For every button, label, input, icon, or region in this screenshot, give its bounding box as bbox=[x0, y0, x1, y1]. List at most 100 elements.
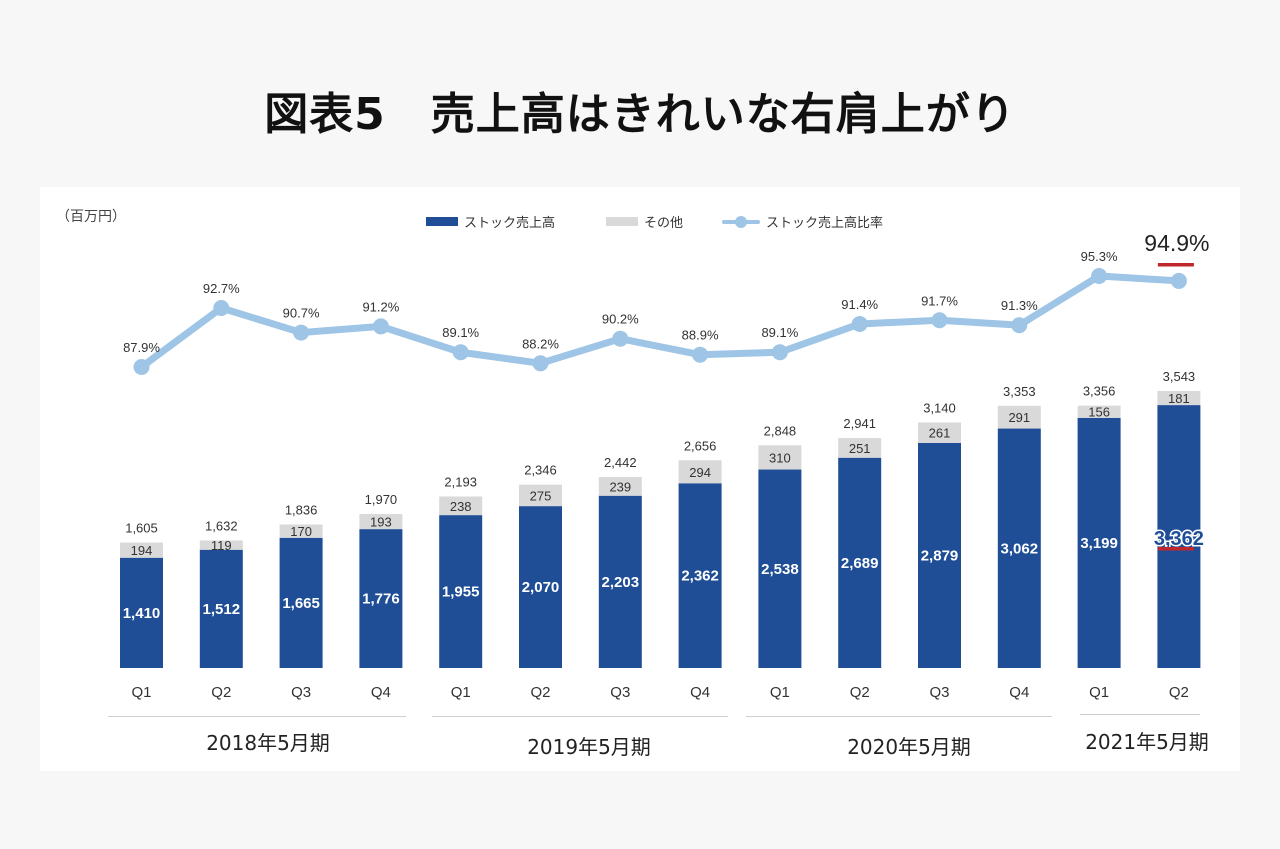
bar-other bbox=[758, 445, 802, 470]
ratio-label: 91.4% bbox=[841, 297, 878, 312]
stock-highlight-label: 3,362 bbox=[1154, 528, 1204, 550]
legend-swatch-other bbox=[606, 217, 638, 226]
bar-other bbox=[838, 438, 882, 458]
ratio-point bbox=[293, 324, 310, 341]
bar-value-label-stock: 2,070 bbox=[522, 579, 560, 596]
ratio-label: 90.2% bbox=[602, 312, 639, 327]
ratio-point bbox=[931, 312, 948, 329]
bar-value-label-other: 238 bbox=[450, 499, 472, 514]
x-tick-label: Q2 bbox=[211, 684, 231, 701]
bar-total-label: 3,140 bbox=[923, 400, 956, 415]
ratio-point bbox=[1091, 268, 1108, 284]
ratio-point bbox=[612, 330, 629, 347]
x-tick-label: Q1 bbox=[451, 684, 471, 701]
bar-total-label: 1,605 bbox=[125, 521, 158, 536]
bar-stock bbox=[199, 549, 243, 668]
legend: ストック売上高 その他 ストック売上高比率 bbox=[0, 212, 1280, 232]
bar-value-label-stock: 2,689 bbox=[841, 555, 879, 572]
fiscal-year-label: 2019年5月期 bbox=[527, 735, 651, 759]
x-tick-label: Q2 bbox=[530, 684, 550, 701]
bar-other bbox=[439, 496, 483, 516]
bar-other bbox=[997, 405, 1041, 429]
unit-label: （百万円） bbox=[56, 209, 126, 225]
ratio-label: 89.1% bbox=[761, 325, 798, 340]
bar-value-label-other: 194 bbox=[131, 543, 153, 558]
ratio-point bbox=[213, 299, 230, 316]
ratio-label: 88.9% bbox=[682, 328, 719, 343]
bar-value-label-other: 193 bbox=[370, 515, 392, 530]
fiscal-year-divider bbox=[432, 716, 728, 717]
legend-item-stock: ストック売上高 bbox=[426, 212, 555, 231]
x-tick-label: Q4 bbox=[1009, 684, 1029, 701]
ratio-label: 90.7% bbox=[283, 306, 320, 321]
legend-label-stock: ストック売上高 bbox=[464, 216, 556, 231]
bar-stock bbox=[279, 537, 323, 668]
x-tick-label: Q2 bbox=[850, 684, 870, 701]
bar-value-label-other: 261 bbox=[929, 426, 951, 441]
bar-other bbox=[359, 514, 403, 530]
bar-stock bbox=[1077, 417, 1121, 668]
ratio-label: 88.2% bbox=[522, 336, 559, 351]
bar-value-label-stock: 1,776 bbox=[362, 591, 400, 608]
bar-value-label-stock: 2,538 bbox=[761, 561, 799, 578]
bar-value-label-stock: 3,062 bbox=[1001, 540, 1039, 557]
bar-value-label-other: 156 bbox=[1088, 405, 1110, 420]
bar-stock bbox=[918, 442, 961, 668]
bar-stock bbox=[678, 483, 722, 668]
ratio-point bbox=[692, 346, 709, 363]
bar-value-label-stock: 1,410 bbox=[123, 605, 161, 622]
bar-stock bbox=[838, 457, 882, 668]
x-tick-label: Q4 bbox=[371, 684, 391, 701]
ratio-point bbox=[771, 344, 788, 361]
bar-value-label-stock: 1,512 bbox=[203, 601, 241, 618]
legend-swatch-ratio bbox=[722, 215, 760, 228]
fiscal-year-label: 2020年5月期 bbox=[847, 735, 971, 759]
bar-other bbox=[598, 477, 642, 496]
ratio-line bbox=[138, 272, 1183, 371]
bar-stock bbox=[997, 428, 1041, 668]
bar-total-label: 2,346 bbox=[524, 463, 557, 478]
bar-total-label: 3,543 bbox=[1163, 369, 1196, 384]
ratio-point bbox=[851, 315, 868, 332]
stock-highlight-underline bbox=[1157, 547, 1194, 551]
bar-total-label: 3,353 bbox=[1003, 384, 1036, 399]
legend-label-ratio: ストック売上高比率 bbox=[766, 216, 884, 231]
ratio-label: 91.2% bbox=[362, 299, 399, 314]
ratio-label: 87.9% bbox=[123, 340, 160, 355]
fiscal-year-divider bbox=[108, 716, 406, 717]
x-tick-label: Q4 bbox=[690, 684, 710, 701]
legend-label-other: その他 bbox=[644, 216, 684, 231]
bar-value-label-other: 294 bbox=[689, 465, 711, 480]
legend-swatch-stock bbox=[426, 217, 458, 226]
bar-value-label-other: 291 bbox=[1008, 410, 1030, 425]
bar-value-label-other: 239 bbox=[609, 479, 631, 494]
x-tick-label: Q3 bbox=[291, 684, 311, 701]
bar-value-label-stock: 3,199 bbox=[1080, 535, 1118, 552]
bar-other bbox=[199, 540, 243, 550]
bar-stock bbox=[120, 557, 163, 668]
bar-value-label-stock: 2,362 bbox=[681, 568, 719, 585]
bar-other bbox=[279, 524, 323, 538]
x-tick-label: Q1 bbox=[1089, 684, 1109, 701]
ratio-point bbox=[452, 344, 469, 361]
x-tick-label: Q1 bbox=[131, 684, 151, 701]
bar-value-label-other: 251 bbox=[849, 441, 871, 456]
ratio-point bbox=[1011, 317, 1028, 334]
page-title: 図表5 売上高はきれいな右肩上がり bbox=[264, 89, 1016, 140]
ratio-point bbox=[1170, 272, 1187, 289]
ratio-point bbox=[133, 359, 150, 375]
ratio-label: 92.7% bbox=[203, 281, 240, 296]
x-tick-label: Q3 bbox=[929, 684, 949, 701]
fiscal-year-label: 2021年5月期 bbox=[1085, 730, 1209, 754]
ratio-point bbox=[532, 355, 549, 372]
ratio-label: 95.3% bbox=[1081, 249, 1118, 264]
ratio-point bbox=[372, 318, 389, 335]
bar-total-label: 2,193 bbox=[444, 475, 477, 490]
bar-value-label-stock: 2,879 bbox=[921, 547, 959, 564]
bar-stock bbox=[1157, 405, 1201, 668]
bar-stock bbox=[439, 515, 483, 668]
x-tick-label: Q2 bbox=[1169, 684, 1189, 701]
bar-value-label-stock: 1,955 bbox=[442, 584, 480, 601]
bar-value-label-other: 310 bbox=[769, 450, 791, 465]
